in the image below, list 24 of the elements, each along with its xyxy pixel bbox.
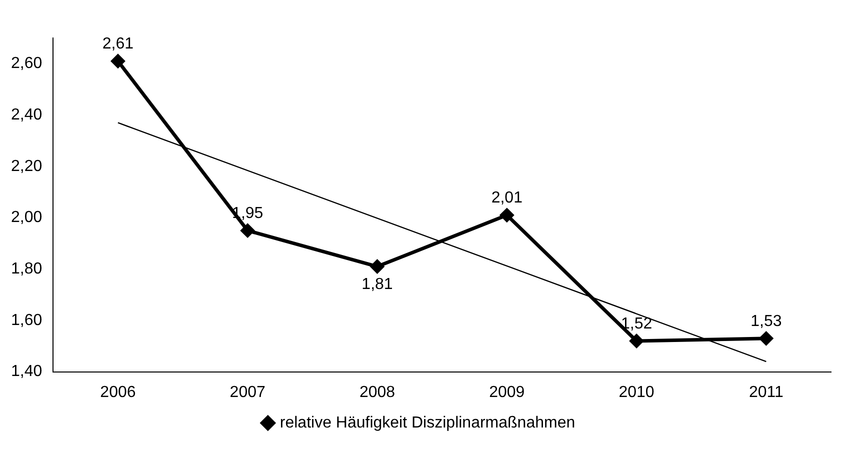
x-tick-label: 2006 (100, 384, 136, 401)
data-label: 1,81 (362, 276, 393, 293)
x-tick-label: 2007 (230, 384, 266, 401)
data-label: 2,61 (102, 36, 134, 53)
y-tick-label: 2,40 (11, 106, 42, 124)
x-tick-label: 2010 (618, 384, 654, 401)
point (240, 224, 254, 238)
point (370, 260, 384, 274)
y-tick-label: 1,40 (11, 363, 42, 380)
y-tick-label: 2,20 (11, 158, 42, 175)
x-tick-label: 2009 (489, 384, 525, 401)
y-tick-label: 1,80 (11, 260, 42, 278)
point (111, 54, 125, 68)
point (759, 332, 773, 346)
y-tick-label: 2,60 (11, 55, 42, 72)
data-label: 1,53 (750, 312, 782, 330)
y-tick-label: 1,60 (11, 312, 42, 329)
point (500, 208, 514, 222)
data-label: 2,01 (491, 190, 523, 207)
legend-label: relative Häufigkeit Disziplinarmaßnahmen (280, 414, 576, 432)
y-tick-label: 2,00 (11, 209, 42, 226)
x-tick-label: 2011 (748, 384, 784, 401)
x-tick-label: 2008 (359, 384, 396, 401)
point (630, 334, 644, 348)
